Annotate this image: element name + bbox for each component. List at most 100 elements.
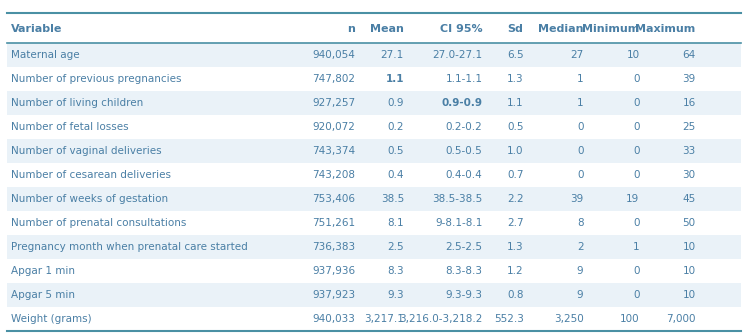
Text: Weight (grams): Weight (grams)	[11, 314, 92, 324]
Text: 743,374: 743,374	[312, 146, 355, 156]
Text: 937,936: 937,936	[312, 266, 355, 276]
Text: 2.7: 2.7	[507, 218, 524, 228]
Text: 1.1: 1.1	[385, 74, 404, 84]
Text: Number of fetal losses: Number of fetal losses	[11, 122, 129, 132]
Text: Minimum: Minimum	[582, 24, 640, 34]
Text: 50: 50	[682, 218, 696, 228]
Text: 0: 0	[577, 170, 583, 180]
Text: 2.5: 2.5	[387, 242, 404, 252]
Text: 10: 10	[682, 242, 696, 252]
Text: 0.5: 0.5	[387, 146, 404, 156]
Text: CI 95%: CI 95%	[440, 24, 482, 34]
Text: 1: 1	[633, 242, 640, 252]
Text: 552.3: 552.3	[494, 314, 524, 324]
Text: 1: 1	[577, 98, 583, 108]
Text: 3,216.0-3,218.2: 3,216.0-3,218.2	[399, 314, 482, 324]
Text: 1.0: 1.0	[507, 146, 524, 156]
Text: 3,250: 3,250	[554, 314, 583, 324]
Bar	[7, 115, 741, 139]
Bar	[7, 139, 741, 163]
Text: 0: 0	[633, 98, 640, 108]
Text: 0: 0	[577, 122, 583, 132]
Text: 0.5-0.5: 0.5-0.5	[446, 146, 482, 156]
Text: 1.3: 1.3	[507, 74, 524, 84]
Text: 0.2-0.2: 0.2-0.2	[446, 122, 482, 132]
Text: 7,000: 7,000	[666, 314, 696, 324]
Text: Number of weeks of gestation: Number of weeks of gestation	[11, 194, 168, 204]
Text: 0: 0	[633, 290, 640, 300]
Text: 2: 2	[577, 242, 583, 252]
Text: 30: 30	[682, 170, 696, 180]
Text: 736,383: 736,383	[312, 242, 355, 252]
Text: 27.1: 27.1	[381, 50, 404, 60]
Text: 0: 0	[633, 266, 640, 276]
Text: 10: 10	[682, 290, 696, 300]
Text: 0.4: 0.4	[387, 170, 404, 180]
Text: 9.3: 9.3	[387, 290, 404, 300]
Text: n: n	[347, 24, 355, 34]
Bar	[7, 283, 741, 307]
Text: 0.9: 0.9	[387, 98, 404, 108]
Text: 0: 0	[633, 122, 640, 132]
Text: 38.5: 38.5	[381, 194, 404, 204]
Text: 920,072: 920,072	[313, 122, 355, 132]
Bar	[7, 91, 741, 115]
Text: 0.4-0.4: 0.4-0.4	[446, 170, 482, 180]
Text: Maternal age: Maternal age	[11, 50, 80, 60]
Text: 100: 100	[620, 314, 640, 324]
Text: 8.1: 8.1	[387, 218, 404, 228]
Text: Number of prenatal consultations: Number of prenatal consultations	[11, 218, 186, 228]
Text: 39: 39	[682, 74, 696, 84]
Text: 937,923: 937,923	[312, 290, 355, 300]
Text: 747,802: 747,802	[313, 74, 355, 84]
Text: 1: 1	[577, 74, 583, 84]
Text: 940,054: 940,054	[313, 50, 355, 60]
Text: 3,217.1: 3,217.1	[364, 314, 404, 324]
Text: 8.3: 8.3	[387, 266, 404, 276]
Text: 33: 33	[682, 146, 696, 156]
Text: 45: 45	[682, 194, 696, 204]
Text: 1.1: 1.1	[507, 98, 524, 108]
Text: 10: 10	[626, 50, 640, 60]
Text: 10: 10	[682, 266, 696, 276]
Text: 0.8: 0.8	[507, 290, 524, 300]
Text: 8: 8	[577, 218, 583, 228]
Text: Number of cesarean deliveries: Number of cesarean deliveries	[11, 170, 171, 180]
Bar	[7, 163, 741, 187]
Text: 0.9-0.9: 0.9-0.9	[441, 98, 482, 108]
Text: 0: 0	[577, 146, 583, 156]
Text: Apgar 5 min: Apgar 5 min	[11, 290, 76, 300]
Text: 2.2: 2.2	[507, 194, 524, 204]
Text: 2.5-2.5: 2.5-2.5	[446, 242, 482, 252]
Text: 0.7: 0.7	[507, 170, 524, 180]
Text: Maximum: Maximum	[635, 24, 696, 34]
Text: Sd: Sd	[508, 24, 524, 34]
Text: 0: 0	[633, 170, 640, 180]
Text: 64: 64	[682, 50, 696, 60]
Text: Variable: Variable	[11, 24, 63, 34]
Text: 0: 0	[633, 146, 640, 156]
Bar	[7, 235, 741, 259]
Text: 743,208: 743,208	[313, 170, 355, 180]
Text: 1.3: 1.3	[507, 242, 524, 252]
Text: 19: 19	[626, 194, 640, 204]
Text: 27: 27	[570, 50, 583, 60]
Text: 27.0-27.1: 27.0-27.1	[432, 50, 482, 60]
Bar	[7, 307, 741, 331]
Text: 0: 0	[633, 74, 640, 84]
Bar	[7, 187, 741, 211]
Text: 0: 0	[633, 218, 640, 228]
Text: Apgar 1 min: Apgar 1 min	[11, 266, 76, 276]
Text: 9: 9	[577, 266, 583, 276]
Text: 753,406: 753,406	[313, 194, 355, 204]
Text: 9-8.1-8.1: 9-8.1-8.1	[435, 218, 482, 228]
Text: Number of vaginal deliveries: Number of vaginal deliveries	[11, 146, 162, 156]
Text: 751,261: 751,261	[312, 218, 355, 228]
Text: 39: 39	[570, 194, 583, 204]
Text: Number of previous pregnancies: Number of previous pregnancies	[11, 74, 182, 84]
Text: Median: Median	[538, 24, 583, 34]
Text: 9: 9	[577, 290, 583, 300]
Text: 25: 25	[682, 122, 696, 132]
Text: 927,257: 927,257	[312, 98, 355, 108]
Text: 940,033: 940,033	[313, 314, 355, 324]
